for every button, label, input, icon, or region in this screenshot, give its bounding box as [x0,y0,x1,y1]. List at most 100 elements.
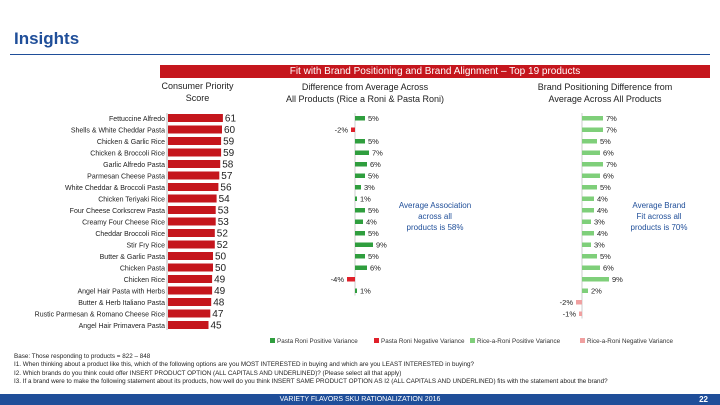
category-label: Rustic Parmesan & Romano Cheese Rice [35,312,165,319]
score-value-label: 45 [211,321,223,332]
diff-bar [351,127,355,132]
category-label: White Cheddar & Broccoli Pasta [65,185,165,192]
score-value-label: 47 [212,309,224,320]
brand-bar [579,311,582,316]
brand-fit-annotation: products is 70% [631,223,688,232]
page-number: 22 [699,395,708,404]
brand-fit-annotation: Fit across all [637,212,682,221]
score-bar [168,309,211,318]
score-bar [168,160,221,168]
diff-value-label: 1% [360,195,371,204]
diff-bar [355,242,373,247]
diff-value-label: 5% [368,114,379,123]
category-label: Butter & Herb Italiano Pasta [78,300,165,307]
legend-label: Rice-a-Roni Negative Variance [587,338,673,345]
brand-bar [582,242,591,247]
brand-value-label: 5% [600,137,611,146]
association-annotation: across all [418,212,452,221]
legend-label: Pasta Roni Positive Variance [277,338,358,345]
diff-bar [355,208,365,213]
score-value-label: 61 [225,114,237,125]
score-value-label: 59 [223,148,235,159]
score-value-label: 53 [218,217,230,228]
score-bar [168,240,215,249]
category-label: Angel Hair Pasta with Herbs [77,289,165,296]
footer-text: VARIETY FLAVORS SKU RATIONALIZATION 2016 [279,396,441,403]
score-bar [168,252,213,260]
score-bar [168,183,219,191]
legend-label: Pasta Roni Negative Variance [381,338,465,345]
score-bar [168,125,222,134]
diff-bar [355,185,361,190]
footnote-i2: I2. Which brands do you think could offe… [14,369,402,377]
brand-bar [582,162,603,167]
score-bar [168,275,213,283]
category-label: Cheddar Broccoli Rice [95,231,165,238]
brand-bar [582,254,597,259]
diff-value-label: 1% [360,287,371,296]
brand-column-header: Brand Positioning Difference from Averag… [505,81,705,105]
diff-bar [355,150,369,155]
brand-value-label: 7% [606,160,617,169]
brand-bar [582,116,603,121]
diff-bar [355,116,365,121]
score-bar [168,298,212,306]
category-label: Garlic Alfredo Pasta [103,162,165,169]
diff-bar [355,219,363,224]
brand-value-label: 6% [603,149,614,158]
score-bar [168,114,223,122]
diff-bar [355,288,357,293]
brand-value-label: 2% [591,287,602,296]
score-value-label: 58 [222,160,234,171]
footer-bar: VARIETY FLAVORS SKU RATIONALIZATION 2016… [0,394,720,405]
score-value-label: 57 [221,171,233,182]
footnote-i3: I3. If a brand were to make the followin… [14,377,608,385]
diff-bar [355,139,365,144]
brand-bar [582,139,597,144]
score-bar [168,137,222,145]
legend-swatch [374,338,379,343]
diff-bar [355,254,365,259]
brand-bar [582,196,594,201]
score-value-label: 52 [217,240,229,251]
score-bar [168,321,209,329]
diff-value-label: 3% [364,183,375,192]
score-value-label: 60 [224,125,236,136]
category-label: Shells & White Cheddar Pasta [71,128,165,135]
score-value-label: 54 [219,194,231,205]
score-bar [168,148,222,157]
diff-value-label: 5% [368,172,379,181]
score-bar [168,206,216,214]
brand-bar [582,185,597,190]
score-bar [168,194,217,203]
brand-value-label: -2% [560,298,574,307]
score-header-line2: Score [185,93,210,103]
brand-bar [582,219,591,224]
footnote-i1: I1. When thinking about a product like t… [14,361,475,369]
brand-bar [582,288,588,293]
association-annotation: Average Association [399,201,471,210]
brand-bar [576,300,582,305]
diff-bar [355,265,367,270]
score-value-label: 49 [214,275,226,286]
score-bar [168,171,220,180]
diff-value-label: 5% [368,206,379,215]
diff-header-line2: All Products (Rice a Roni & Pasta Roni) [285,94,445,104]
brand-bar [582,208,594,213]
diff-value-label: -4% [331,275,345,284]
association-annotation: products is 58% [407,223,464,232]
diff-value-label: 9% [376,241,387,250]
brand-value-label: 7% [606,114,617,123]
diff-value-label: 4% [366,218,377,227]
brand-bar [582,231,594,236]
diff-value-label: -2% [335,126,349,135]
brand-value-label: 4% [597,229,608,238]
score-value-label: 50 [215,252,227,263]
diff-value-label: 6% [370,160,381,169]
score-header-line1: Consumer Priority [161,81,234,91]
diff-value-label: 5% [368,229,379,238]
category-label: Parmesan Cheese Pasta [87,174,165,181]
footnotes: Base: Those responding to products = 822… [14,353,714,386]
brand-value-label: 5% [600,252,611,261]
score-bar [168,286,213,295]
